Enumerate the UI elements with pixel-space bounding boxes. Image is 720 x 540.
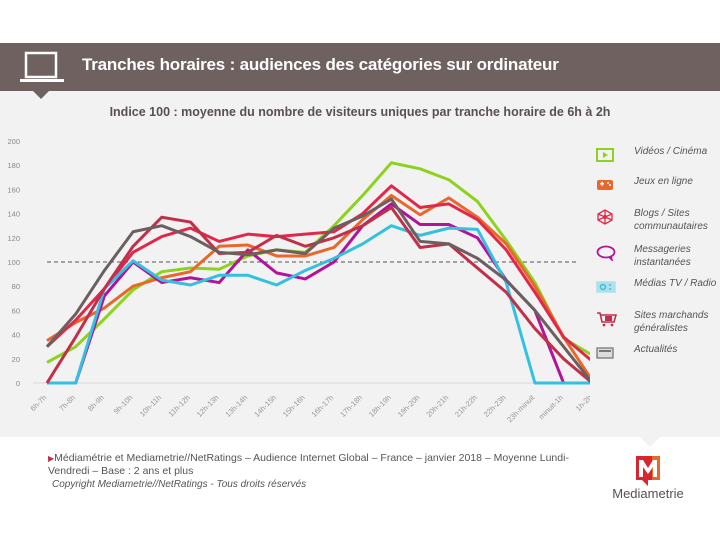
x-tick-label: 20h-21h: [424, 393, 450, 419]
gamepad-icon: [596, 177, 614, 191]
y-tick-label: 140: [7, 210, 20, 219]
x-tick-label: 13h-14h: [223, 393, 249, 419]
logo-m-icon: [636, 456, 660, 486]
y-axis: 0 20 40 60 80 100 120 140 160 180 200: [7, 137, 590, 388]
radio-icon: [596, 279, 616, 293]
x-tick-label: 16h-17h: [310, 393, 336, 419]
y-tick-label: 120: [7, 234, 20, 243]
line-chart: 0 20 40 60 80 100 120 140 160 180 200 6h-7h 7h-8h 8h…: [7, 137, 590, 424]
footer-source: ▶Médiamétrie et Mediametrie//NetRatings …: [48, 452, 588, 491]
legend-label: Médias TV / Radio: [634, 278, 717, 289]
shopping-cart-icon: [596, 311, 618, 327]
copyright-text: Copyright Mediametrie//NetRatings - Tous…: [52, 479, 307, 490]
legend-label: Blogs / Sites communautaires: [634, 208, 708, 232]
series-line-6: [45, 197, 590, 383]
y-tick-label: 20: [12, 355, 20, 364]
series-line-1: [46, 193, 590, 380]
legend-label: Jeux en ligne: [634, 176, 693, 187]
x-tick-label: 11h-12h: [166, 393, 191, 418]
y-tick-label: 200: [7, 137, 20, 146]
page-title: Tranches horaires : audiences des catégo…: [82, 55, 559, 74]
network-icon: [596, 209, 614, 225]
y-tick-label: 100: [7, 258, 20, 267]
series-line-4: [47, 224, 590, 385]
x-tick-label: 21h-22h: [453, 393, 479, 419]
x-axis: 6h-7h 7h-8h 8h-9h 9h-10h 10h-11h 11h-12h 12h-1…: [28, 392, 590, 424]
legend-label: Actualités: [634, 344, 678, 355]
x-tick-label: 17h-18h: [338, 393, 364, 419]
x-tick-label: 9h-10h: [112, 393, 135, 416]
chat-bubble-icon: [596, 245, 616, 263]
header-bar: Tranches horaires : audiences des catégo…: [0, 43, 720, 91]
x-tick-label: 23h-minuit: [505, 392, 537, 424]
y-tick-label: 40: [12, 331, 20, 340]
newspaper-icon: [596, 345, 614, 359]
y-tick-label: 80: [12, 282, 20, 291]
legend-label: Vidéos / Cinéma: [634, 146, 708, 157]
mediametrie-logo: Mediametrie: [608, 452, 688, 502]
y-tick-label: 160: [7, 185, 20, 194]
x-tick-label: 10h-11h: [138, 393, 163, 418]
x-tick-label: minuit-1h: [537, 393, 565, 421]
x-tick-label: 1h-2h: [574, 393, 590, 413]
x-tick-label: 12h-13h: [195, 393, 221, 419]
series-line-2: [45, 184, 590, 362]
x-tick-label: 6h-7h: [28, 393, 48, 413]
laptop-icon: [20, 51, 64, 82]
x-tick-label: 18h-19h: [367, 393, 393, 419]
series-line-0: [46, 161, 590, 364]
chart-subtitle: Indice 100 : moyenne du nombre de visite…: [109, 105, 611, 119]
x-tick-label: 8h-9h: [86, 393, 106, 413]
legend-label: Sites marchands généralistes: [634, 310, 709, 334]
y-tick-label: 60: [12, 306, 20, 315]
panel-pointer: [640, 437, 660, 447]
x-tick-label: 7h-8h: [57, 393, 77, 413]
video-play-icon: [596, 147, 614, 162]
x-tick-label: 14h-15h: [252, 393, 278, 419]
y-tick-label: 0: [16, 379, 20, 388]
x-tick-label: 19h-20h: [396, 393, 422, 419]
bullet-icon: ▶: [48, 454, 55, 463]
y-tick-label: 180: [7, 161, 20, 170]
logo-text: Mediametrie: [612, 486, 684, 501]
x-tick-label: 15h-16h: [281, 393, 307, 419]
source-text: Médiamétrie et Mediametrie//NetRatings –…: [48, 452, 569, 477]
series-group: [45, 161, 590, 385]
x-tick-label: 22h-23h: [482, 393, 508, 419]
header-pointer: [33, 91, 49, 99]
legend-label: Messageries instantanées: [634, 244, 691, 268]
